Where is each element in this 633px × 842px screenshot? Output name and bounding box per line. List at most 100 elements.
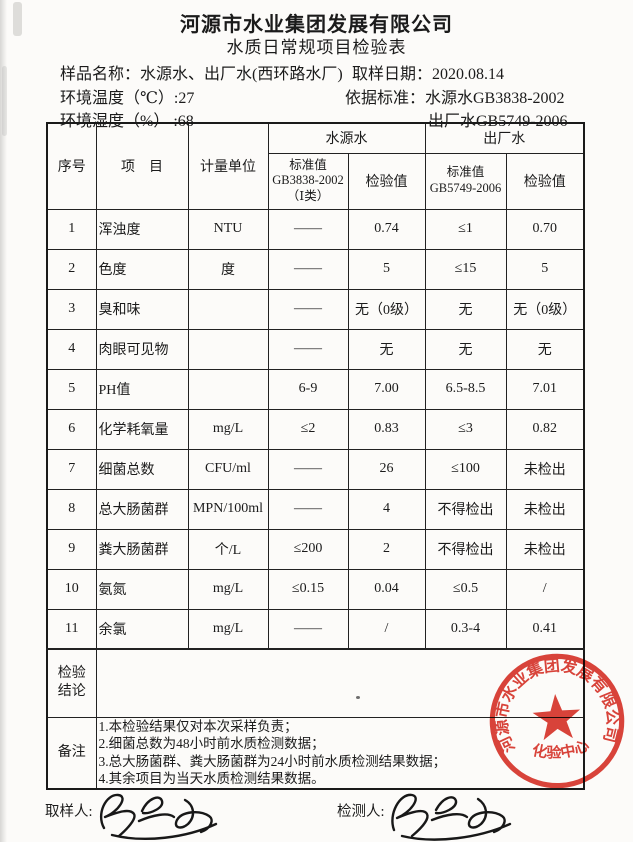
table-row: 8 总大肠菌群 MPN/100ml —— 4 不得检出 未检出 [46,488,585,530]
cell-src-val: 5 [347,248,426,290]
cell-item: 粪大肠菌群 [95,528,189,570]
company-seal: 河源市水业集团发展有限公司 化验中心 [487,652,625,789]
cell-item: 氨氮 [95,568,189,610]
cell-fac-std: ≤15 [424,248,507,290]
remark-line: 1.本检验结果仅对本次采样负责； [98,718,298,734]
remark-line: 3.总大肠菌群、粪大肠菌群为24小时前水质检测结果数据； [98,753,447,769]
cell-item: PH值 [95,368,189,410]
cell-src-std: —— [267,328,349,370]
cell-src-std: ≤0.15 [267,568,349,610]
group-header-row: 序号 项 目 计量单位 水源水 出厂水 [46,122,585,210]
cell-src-std: ≤200 [267,528,349,570]
cell-fac-val: 未检出 [505,528,585,570]
cell-src-std: —— [267,288,349,330]
cell-fac-val: 0.41 [505,608,585,650]
cell-src-val: 0.04 [347,568,426,610]
cell-src-val: 4 [347,488,426,530]
cell-seq: 8 [46,488,97,530]
header-source-value: 检验值 [347,152,426,210]
cell-src-val: 2 [347,528,426,570]
cell-fac-val: 无 [505,328,585,370]
table-row: 2 色度 度 —— 5 ≤15 5 [46,248,585,290]
cell-fac-val: 未检出 [505,448,585,490]
cell-fac-val: 未检出 [505,488,585,530]
table-row: 3 臭和味 —— 无（0级） 无 无（0级） [46,288,585,330]
tester-label: 检测人: [337,804,385,820]
cell-fac-std: 6.5-8.5 [424,368,507,410]
cell-seq: 6 [46,408,97,450]
cell-unit [187,288,269,330]
cell-unit: mg/L [187,568,269,610]
cell-fac-std: ≤1 [424,208,507,250]
cell-item: 余氯 [95,608,189,650]
remark-line: 2.细菌总数为48小时前水质检测数据； [98,736,325,752]
cell-src-val: 0.83 [347,408,426,450]
cell-src-val: 无（0级） [347,288,426,330]
table-row: 9 粪大肠菌群 个/L ≤200 2 不得检出 未检出 [46,528,585,570]
cell-seq: 11 [46,608,97,650]
cell-unit: CFU/ml [187,448,269,490]
header-factory-water: 出厂水 [424,122,585,154]
header-source-standard-l1: 标准值 [289,157,327,172]
cell-seq: 4 [46,328,97,370]
table-row: 6 化学耗氧量 mg/L ≤2 0.83 ≤3 0.82 [46,408,585,450]
star-icon [532,693,581,741]
scan-smudge [13,2,22,36]
sampler-label: 取样人: [45,804,93,820]
table-row: 7 细菌总数 CFU/ml —— 26 ≤100 未检出 [46,448,585,490]
table-row: 11 余氯 mg/L —— / 0.3-4 0.41 [46,608,585,650]
svg-text:化验中心: 化验中心 [530,736,593,763]
cell-unit: 度 [187,248,269,290]
company-title: 河源市水业集团发展有限公司 [180,14,453,36]
table-row: 4 肉眼可见物 —— 无 无 无 [46,328,585,370]
sampler-signature [99,793,218,840]
header-factory-value: 检验值 [505,152,585,210]
conclusion-label: 检验 结论 [46,648,97,718]
header-source-water: 水源水 [267,122,426,154]
env-temperature: 环境温度（℃）:27 [60,90,195,107]
cell-seq: 10 [46,568,97,610]
scan-edge-artifact [0,0,7,842]
cell-seq: 5 [46,368,97,410]
cell-fac-std: ≤100 [424,448,507,490]
cell-seq: 2 [46,248,97,290]
cell-src-val: 0.74 [347,208,426,250]
inspection-table: 序号 项 目 计量单位 水源水 出厂水 标准值 GB3838-2002 （Ⅰ类）… [46,122,585,790]
cell-src-std: —— [267,448,349,490]
seal-center-text: 化验中心 [530,736,593,763]
cell-fac-std: ≤3 [424,408,507,450]
header-factory-standard-l2: GB5749-2006 [429,181,502,195]
cell-src-std: 6-9 [267,368,349,410]
sample-name: 样品名称：水源水、出厂水(西环路水厂) [60,66,343,83]
sub-header-row: 标准值 GB3838-2002 （Ⅰ类） 检验值 标准值 GB5749-2006… [47,152,585,210]
cell-src-val: 26 [347,448,426,490]
conclusion-label-l2: 结论 [57,684,86,700]
cell-src-std: ≤2 [267,408,349,450]
cell-item: 细菌总数 [95,448,189,490]
cell-src-val: 7.00 [347,368,426,410]
cell-seq: 1 [46,208,97,250]
cell-unit: NTU [187,208,269,250]
header-source-standard-l2: GB3838-2002 [272,173,344,188]
cell-fac-val: 5 [505,248,585,290]
header-factory-standard-l1: 标准值 [446,165,485,180]
header-factory-standard: 标准值 GB5749-2006 [424,152,507,210]
cell-src-val: / [347,608,426,650]
cell-unit [187,328,269,370]
cell-unit: mg/L [187,408,269,450]
remark-line: 4.其余项目为当天水质检测结果数据。 [98,771,325,787]
cell-fac-val: 0.70 [505,208,585,250]
table-row: 5 PH值 6-9 7.00 6.5-8.5 7.01 [46,368,585,410]
table-row: 10 氨氮 mg/L ≤0.15 0.04 ≤0.5 / [46,568,585,610]
cell-fac-val: 0.82 [505,408,585,450]
cell-item: 臭和味 [95,288,189,330]
cell-item: 浑浊度 [95,208,189,250]
cell-item: 化学耗氧量 [95,408,189,450]
header-item: 项 目 [95,122,189,210]
cell-fac-val: 7.01 [505,368,585,410]
cell-src-std: —— [267,248,349,290]
cell-src-std: —— [267,208,349,250]
tester-signature [391,793,512,841]
sample-date: 取样日期：2020.08.14 [352,66,505,83]
